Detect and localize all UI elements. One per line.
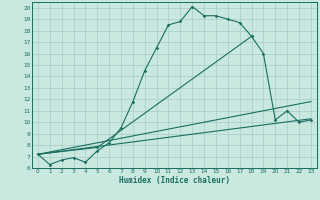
- X-axis label: Humidex (Indice chaleur): Humidex (Indice chaleur): [119, 176, 230, 185]
